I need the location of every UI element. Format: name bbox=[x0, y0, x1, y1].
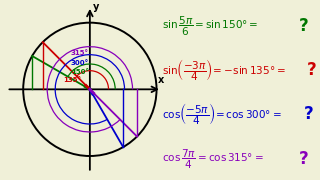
Text: ?: ? bbox=[304, 105, 313, 123]
Text: y: y bbox=[93, 2, 100, 12]
Text: x: x bbox=[157, 75, 164, 85]
Text: $\cos\!\left(\dfrac{-5\pi}{4}\right)\!=\cos300°= $: $\cos\!\left(\dfrac{-5\pi}{4}\right)\!=\… bbox=[162, 101, 281, 127]
Text: ?: ? bbox=[299, 17, 308, 35]
Text: ?: ? bbox=[299, 150, 308, 168]
Text: $\cos\dfrac{7\pi}{4} = \cos315°= $: $\cos\dfrac{7\pi}{4} = \cos315°= $ bbox=[162, 148, 263, 171]
Text: 135°: 135° bbox=[64, 77, 82, 83]
Text: 150°: 150° bbox=[71, 69, 89, 75]
Text: 300°: 300° bbox=[70, 60, 88, 66]
Text: 315°: 315° bbox=[70, 50, 88, 56]
Text: $\sin\!\left(\dfrac{-3\pi}{4}\right)\!=\!-\!\sin135°= $: $\sin\!\left(\dfrac{-3\pi}{4}\right)\!=\… bbox=[162, 57, 285, 83]
Text: $\sin\dfrac{5\pi}{6} = \sin150°= $: $\sin\dfrac{5\pi}{6} = \sin150°= $ bbox=[162, 14, 258, 38]
Text: ?: ? bbox=[307, 61, 317, 79]
